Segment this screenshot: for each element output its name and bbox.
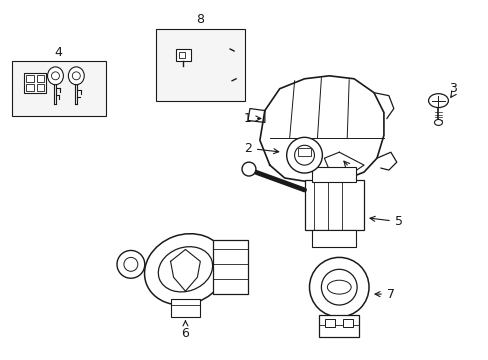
Bar <box>343 319 352 327</box>
Circle shape <box>123 257 138 271</box>
Bar <box>312 167 355 182</box>
Bar <box>170 299 200 317</box>
Text: 6: 6 <box>181 321 189 340</box>
Ellipse shape <box>117 251 144 278</box>
Bar <box>37 84 43 91</box>
Bar <box>213 239 247 294</box>
Bar <box>26 84 34 91</box>
Text: 2: 2 <box>244 142 278 155</box>
Bar <box>24 73 45 93</box>
Ellipse shape <box>144 234 226 305</box>
Bar <box>37 75 43 82</box>
Circle shape <box>72 72 80 80</box>
Text: 8: 8 <box>196 13 204 26</box>
Bar <box>304 180 364 230</box>
Circle shape <box>51 72 60 80</box>
Ellipse shape <box>427 94 447 108</box>
Text: 1: 1 <box>244 112 260 125</box>
Circle shape <box>294 145 314 165</box>
Bar <box>26 75 34 82</box>
Circle shape <box>309 257 368 317</box>
Ellipse shape <box>47 67 63 85</box>
Circle shape <box>321 269 356 305</box>
Bar <box>175 49 191 61</box>
Bar <box>12 61 106 116</box>
Text: 7: 7 <box>374 288 394 301</box>
Bar <box>297 148 311 156</box>
Circle shape <box>242 162 255 176</box>
Ellipse shape <box>326 280 350 294</box>
Bar <box>155 29 244 100</box>
Circle shape <box>286 137 322 173</box>
Bar <box>312 230 355 247</box>
Ellipse shape <box>68 67 84 85</box>
Text: 5: 5 <box>369 215 402 228</box>
Text: 4: 4 <box>54 46 62 59</box>
Text: 3: 3 <box>448 82 456 95</box>
Bar <box>319 315 358 337</box>
Ellipse shape <box>434 120 442 125</box>
Ellipse shape <box>158 247 212 292</box>
Bar <box>325 319 335 327</box>
Bar <box>178 52 185 58</box>
